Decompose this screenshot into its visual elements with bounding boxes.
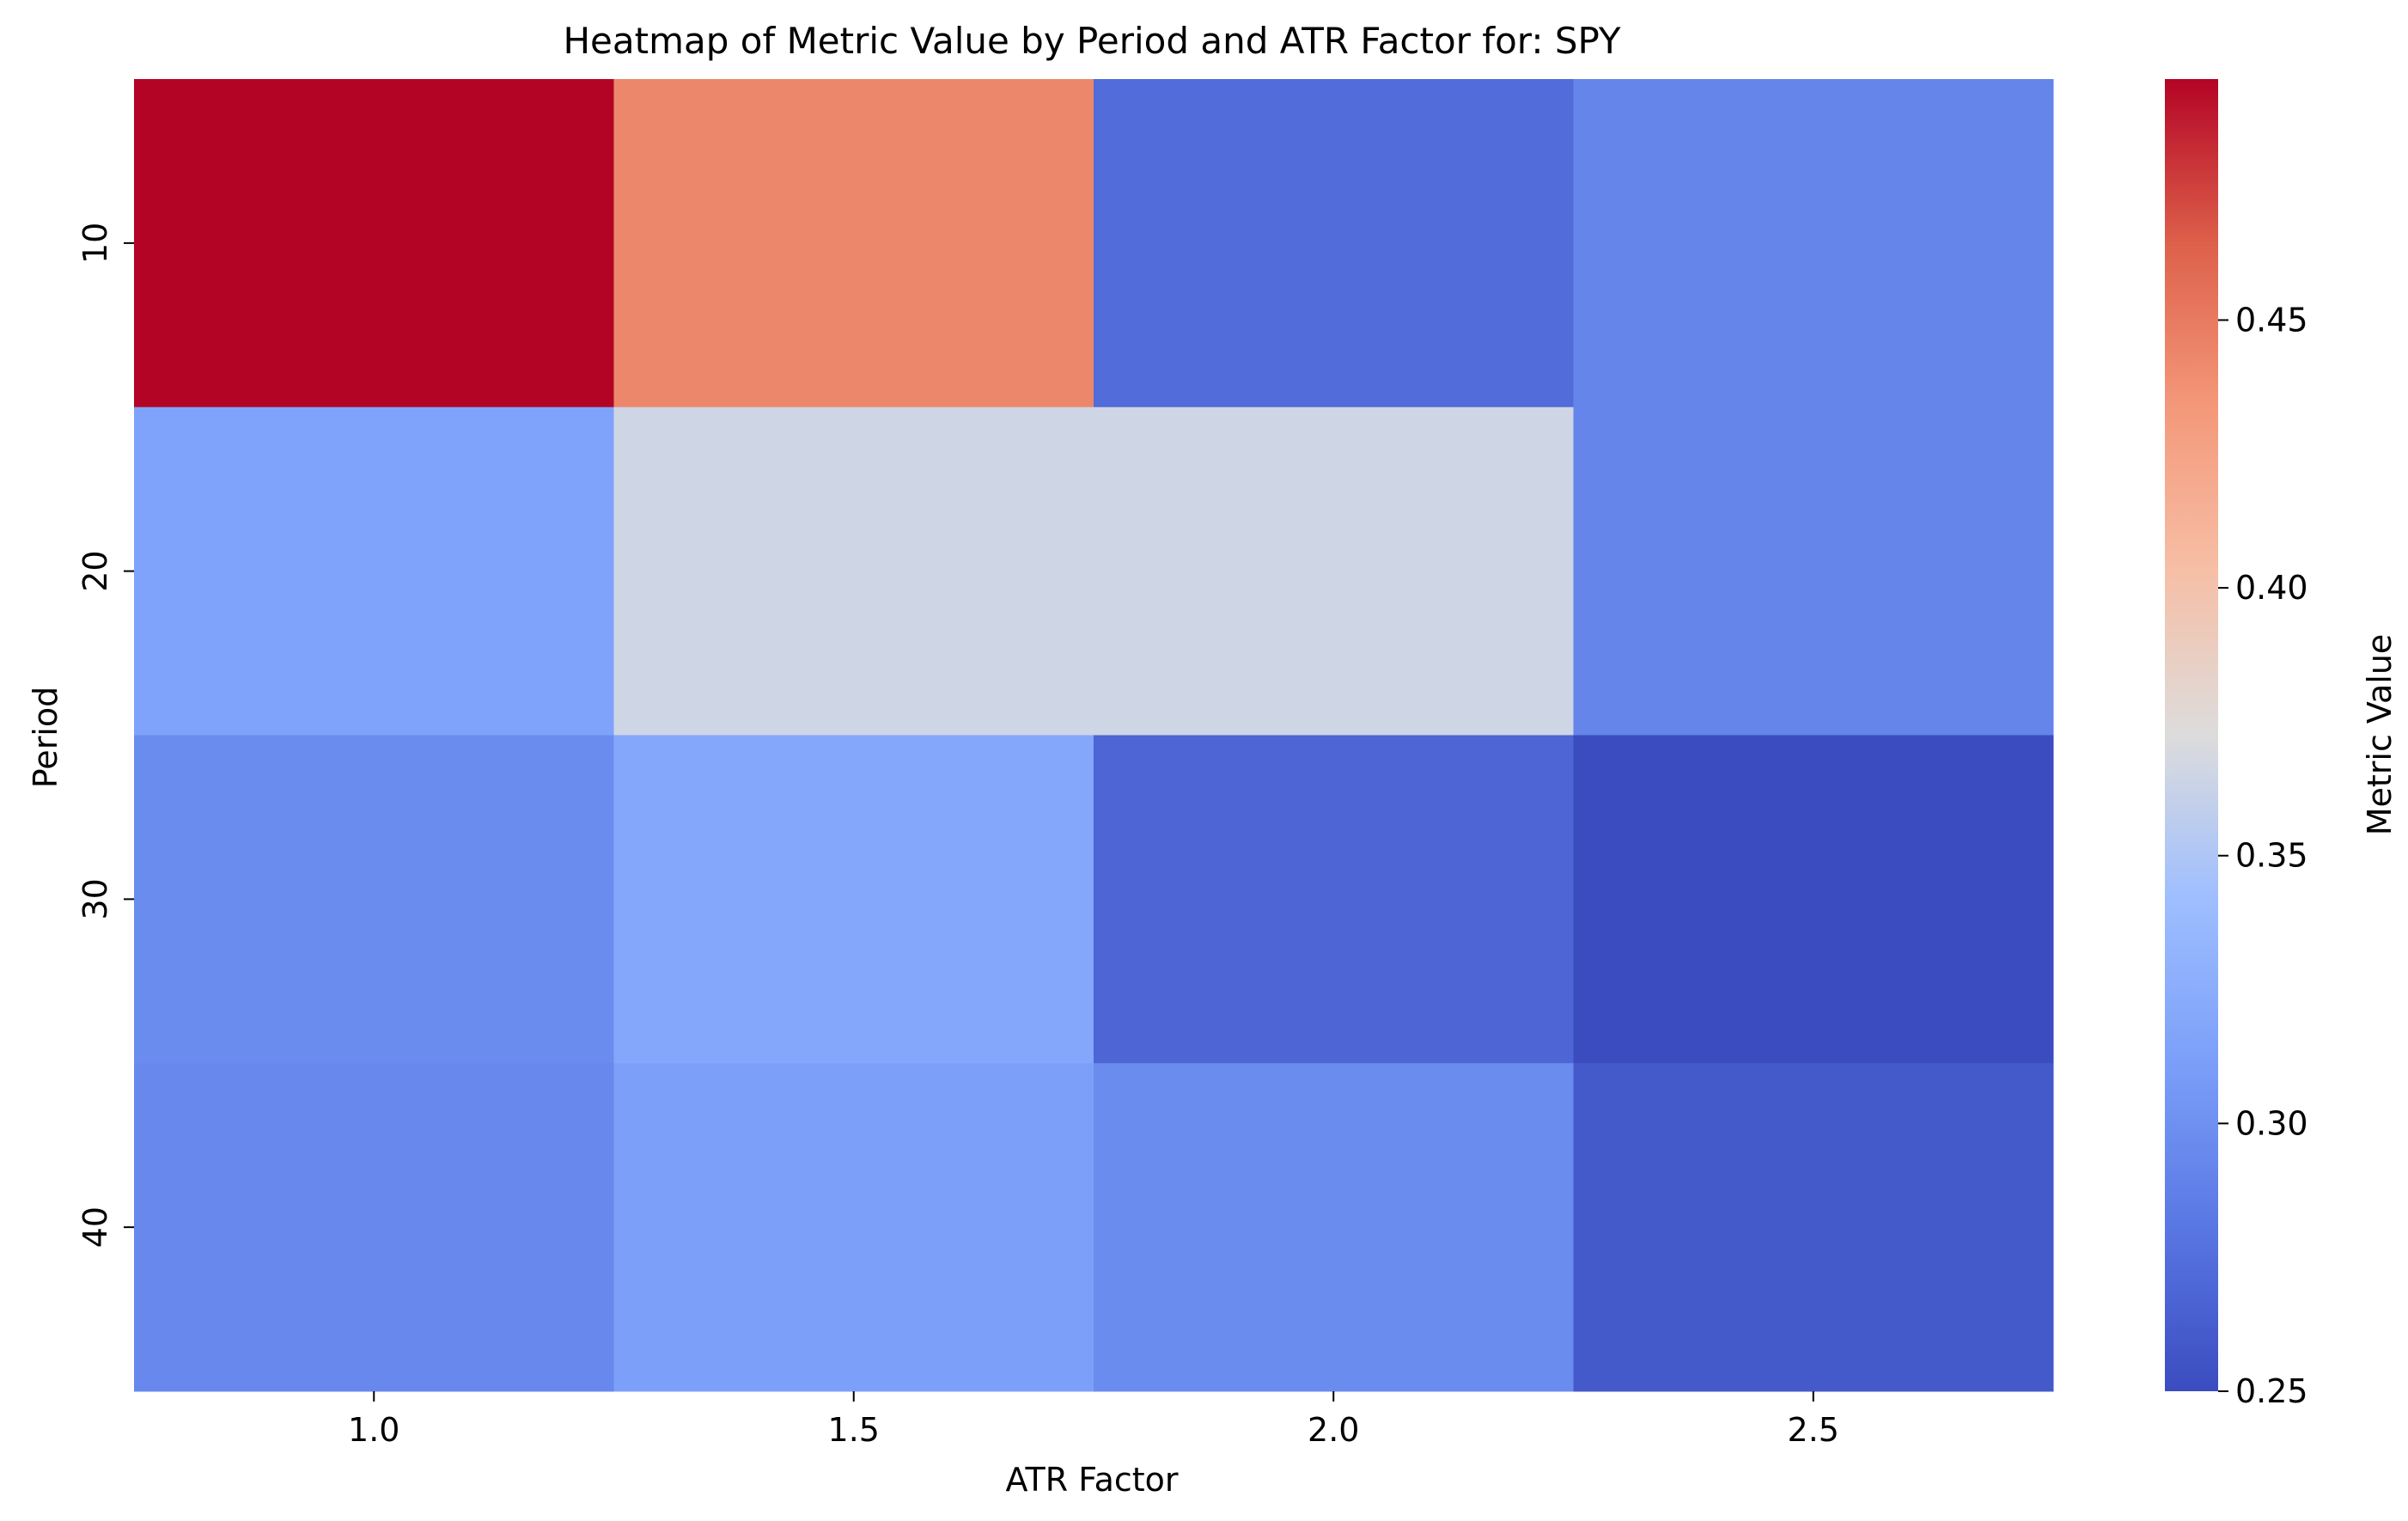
heatmap-cell-40-2.0 xyxy=(1094,1063,1574,1392)
heatmap-cells xyxy=(134,79,2054,1392)
heatmap-cell-10-2.5 xyxy=(1573,79,2054,408)
chart-title: Heatmap of Metric Value by Period and AT… xyxy=(563,20,1620,62)
heatmap-cell-20-2.0 xyxy=(1094,406,1574,736)
colorbar xyxy=(2165,79,2218,1391)
x-tick-label: 2.0 xyxy=(1308,1411,1359,1449)
y-tick-label: 20 xyxy=(76,550,114,591)
colorbar-tick-label: 0.45 xyxy=(2235,301,2308,339)
x-axis: 1.0 1.5 2.0 2.5 xyxy=(348,1391,1839,1449)
heatmap-cell-30-1.0 xyxy=(134,735,614,1064)
x-tick-label: 1.0 xyxy=(348,1411,399,1449)
heatmap-cell-30-1.5 xyxy=(613,735,1094,1064)
x-axis-label: ATR Factor xyxy=(1005,1461,1178,1499)
heatmap-cell-40-2.5 xyxy=(1573,1063,2054,1392)
colorbar-tick-label: 0.30 xyxy=(2235,1104,2308,1142)
y-axis: 10 20 30 40 xyxy=(76,223,134,1248)
colorbar-tick-label: 0.35 xyxy=(2235,837,2308,875)
heatmap-cell-20-2.5 xyxy=(1573,406,2054,736)
y-tick-label: 30 xyxy=(76,878,114,919)
heatmap-cell-30-2.5 xyxy=(1573,735,2054,1064)
heatmap-cell-10-1.0 xyxy=(134,79,614,408)
heatmap-cell-10-2.0 xyxy=(1094,79,1574,408)
heatmap-cell-40-1.5 xyxy=(613,1063,1094,1392)
x-tick-label: 1.5 xyxy=(828,1411,880,1449)
heatmap-cell-20-1.0 xyxy=(134,406,614,736)
colorbar-tick-label: 0.40 xyxy=(2235,569,2308,607)
heatmap-cell-40-1.0 xyxy=(134,1063,614,1392)
y-tick-label: 40 xyxy=(76,1206,114,1248)
y-tick-label: 10 xyxy=(76,223,114,264)
heatmap-cell-10-1.5 xyxy=(613,79,1094,408)
heatmap-cell-30-2.0 xyxy=(1094,735,1574,1064)
heatmap-cell-20-1.5 xyxy=(613,406,1094,736)
colorbar-ticks: 0.25 0.30 0.35 0.40 0.45 xyxy=(2218,301,2308,1410)
y-axis-label: Period xyxy=(27,687,64,789)
colorbar-label: Metric Value xyxy=(2361,634,2399,836)
colorbar-tick-label: 0.25 xyxy=(2235,1372,2308,1410)
x-tick-label: 2.5 xyxy=(1788,1411,1839,1449)
